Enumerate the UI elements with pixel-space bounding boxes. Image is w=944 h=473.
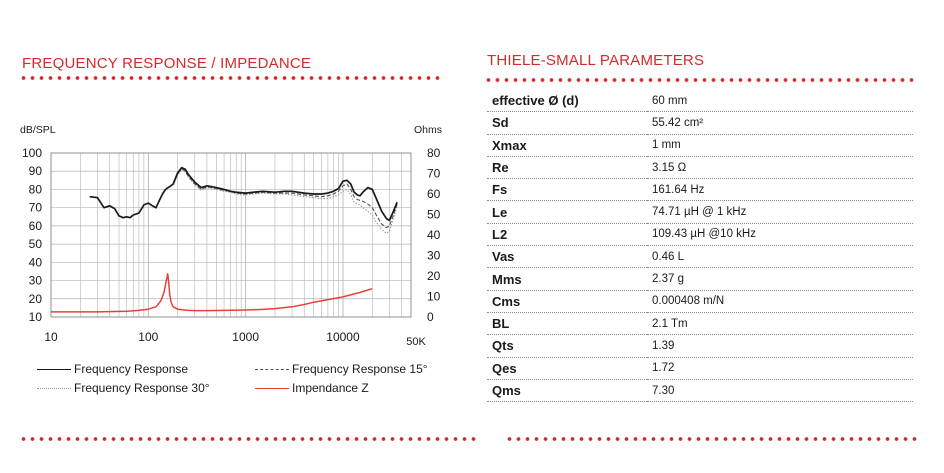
chart-axes (50, 152, 412, 318)
legend-item-frequency-response-15: Frequency Response 15° (255, 362, 428, 376)
y-right-tick-label: 40 (427, 228, 441, 242)
parameter-value: 74.71 µH @ 1 kHz (647, 200, 913, 224)
parameter-row-mms: Mms 2.37 g (487, 267, 913, 291)
legend-label-frequency-response: Frequency Response (74, 362, 189, 376)
y-left-tick-label: 100 (22, 146, 42, 160)
legend-swatch-frequency-response-30 (37, 387, 71, 389)
parameter-name: Fs (487, 178, 647, 202)
parameter-name: BL (487, 312, 647, 336)
parameter-name: Qms (487, 379, 647, 403)
parameter-value: 109.43 µH @10 kHz (647, 223, 913, 247)
parameter-name: effective Ø (d) (487, 90, 647, 113)
parameter-row-qms: Qms 7.30 (487, 379, 913, 403)
chart-grid (50, 152, 412, 318)
y-left-axis-title: dB/SPL (20, 124, 56, 136)
parameter-value: 1.39 (647, 334, 913, 358)
legend-label-impedance: Impendance Z (292, 381, 369, 395)
y-left-tick-label: 30 (29, 274, 43, 288)
y-right-tick-label: 20 (427, 269, 441, 283)
y-right-tick-label: 10 (427, 290, 441, 304)
y-right-tick-label: 50 (427, 208, 441, 222)
parameters-bottom-divider (505, 437, 917, 441)
legend-label-frequency-response-30: Frequency Response 30° (74, 381, 210, 395)
x-tick-label: 50K (406, 336, 426, 348)
parameter-value: 3.15 Ω (647, 156, 913, 180)
y-left-tick-label: 70 (29, 201, 43, 215)
legend-swatch-frequency-response (37, 368, 71, 370)
y-left-tick-label: 20 (29, 292, 43, 306)
chart-section-title: FREQUENCY RESPONSE / IMPEDANCE (22, 55, 312, 72)
x-tick-label: 1000 (232, 330, 259, 344)
y-right-tick-label: 60 (427, 187, 441, 201)
parameter-value: 0.000408 m/N (647, 290, 913, 313)
parameter-row-qes: Qes 1.72 (487, 357, 913, 380)
series-line-impendance-z (51, 273, 373, 313)
parameter-row-re: Re 3.15 Ω (487, 156, 913, 180)
y-left-tick-label: 80 (29, 182, 43, 196)
parameters-table-body: effective Ø (d) 60 mm Sd 55.42 cm² Xmax 1 mm R… (487, 90, 913, 403)
parameter-value: 1.72 (647, 357, 913, 380)
parameter-row-l2: L2 109.43 µH @10 kHz (487, 223, 913, 247)
parameters-section-title: THIELE-SMALL PARAMETERS (487, 52, 705, 69)
parameter-row-cms: Cms 0.000408 m/N (487, 290, 913, 313)
y-left-tick-label: 10 (29, 310, 43, 324)
y-left-tick-label: 50 (29, 237, 43, 251)
y-left-tick-label: 40 (29, 255, 43, 269)
parameter-name: Le (487, 200, 647, 224)
y-left-tick-label: 90 (29, 164, 43, 178)
parameter-row-qts: Qts 1.39 (487, 334, 913, 358)
parameter-row-le: Le 74.71 µH @ 1 kHz (487, 200, 913, 224)
legend-swatch-frequency-response-15 (255, 368, 289, 370)
parameter-row-xmax: Xmax 1 mm (487, 134, 913, 157)
legend-label-frequency-response-15: Frequency Response 15° (292, 362, 428, 376)
chart-title-divider (19, 76, 444, 80)
parameter-value: 161.64 Hz (647, 178, 913, 202)
parameter-row-bl: BL 2.1 Tm (487, 312, 913, 336)
parameter-row-effective-d: effective Ø (d) 60 mm (487, 90, 913, 113)
parameter-name: Re (487, 156, 647, 180)
legend-item-frequency-response: Frequency Response (37, 362, 188, 376)
parameter-name: Qes (487, 357, 647, 380)
x-tick-label: 10 (44, 330, 58, 344)
parameter-row-fs: Fs 161.64 Hz (487, 178, 913, 202)
series-line-frequency-response-15 (172, 167, 398, 229)
parameters-table: effective Ø (d) 60 mm Sd 55.42 cm² Xmax 1 mm R… (487, 90, 913, 403)
y-left-tick-label: 60 (29, 219, 43, 233)
series-line-frequency-response-30 (172, 168, 398, 234)
parameters-title-divider (484, 78, 916, 82)
parameter-name: Qts (487, 334, 647, 358)
y-right-tick-label: 70 (427, 167, 441, 181)
chart-bottom-divider (19, 437, 477, 441)
parameter-name: Xmax (487, 134, 647, 157)
y-right-tick-label: 0 (427, 310, 434, 324)
parameter-name: Sd (487, 111, 647, 135)
chart-series (51, 166, 398, 313)
x-tick-label: 10000 (326, 330, 360, 344)
frequency-impedance-chart: 1020304050607080901000102030405060708010… (20, 124, 442, 348)
parameter-value: 55.42 cm² (647, 111, 913, 135)
plot-frame (50, 152, 412, 318)
parameter-value: 1 mm (647, 134, 913, 157)
chart-labels: 1020304050607080901000102030405060708010… (20, 124, 442, 348)
parameter-value: 7.30 (647, 379, 913, 403)
parameter-value: 0.46 L (647, 245, 913, 269)
legend-item-impedance: Impendance Z (255, 381, 369, 395)
y-right-axis-title: Ohms (414, 124, 442, 136)
parameter-name: Mms (487, 267, 647, 291)
series-line-frequency-response (89, 166, 398, 222)
parameter-name: L2 (487, 223, 647, 247)
parameter-name: Cms (487, 290, 647, 313)
parameter-row-vas: Vas 0.46 L (487, 245, 913, 269)
y-right-tick-label: 30 (427, 249, 441, 263)
parameter-value: 2.1 Tm (647, 312, 913, 336)
x-tick-label: 100 (138, 330, 158, 344)
parameter-name: Vas (487, 245, 647, 269)
parameter-value: 2.37 g (647, 267, 913, 291)
legend-item-frequency-response-30: Frequency Response 30° (37, 381, 210, 395)
parameter-value: 60 mm (647, 90, 913, 113)
legend-swatch-impedance (255, 387, 289, 389)
parameter-row-sd: Sd 55.42 cm² (487, 111, 913, 135)
y-right-tick-label: 80 (427, 146, 441, 160)
